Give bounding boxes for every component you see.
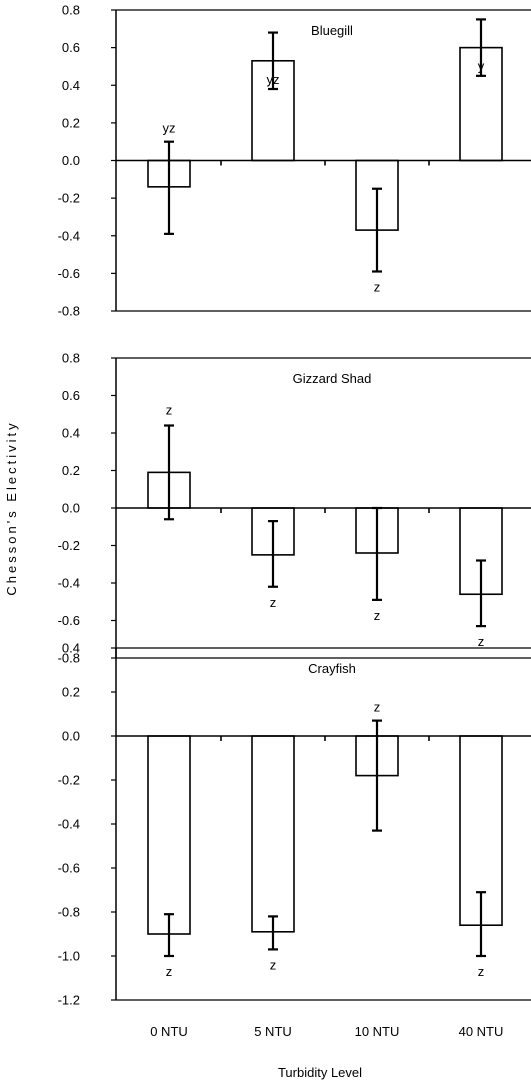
panel-2: 0.8 0.6 0.4 0.2 0.0 -0.2 -0.4 -0.6 -0.8 z z z z Gizza… (58, 351, 531, 666)
panel-title: Crayfish (308, 661, 356, 676)
y-tick-label: -0.4 (58, 817, 80, 832)
y-tick-label: -0.4 (58, 576, 80, 591)
y-tick-label: 0.0 (62, 729, 80, 744)
significance-label: yz (163, 121, 176, 136)
x-category-label: 40 NTU (459, 1024, 504, 1039)
y-tick-label: 0.8 (62, 351, 80, 366)
panel-3: 0.4 0.2 0.0 -0.2 -0.4 -0.6 -0.8 -1.0 -1.2 z z z z Cra… (58, 641, 531, 1008)
significance-label: z (270, 595, 277, 610)
significance-label: z (166, 403, 173, 418)
y-tick-label: -0.6 (58, 266, 80, 281)
x-category-label: 0 NTU (150, 1024, 188, 1039)
significance-label: y (478, 59, 485, 74)
x-category-label: 10 NTU (355, 1024, 400, 1039)
y-tick-label: 0.6 (62, 388, 80, 403)
x-axis-label: Turbidity Level (278, 1065, 362, 1080)
y-tick-label: 0.2 (62, 685, 80, 700)
y-tick-label: 0.4 (62, 78, 80, 93)
panels-layer: 0.8 0.6 0.4 0.2 0.0 -0.2 -0.4 -0.6 -0.8 yz yz z y Blu… (58, 3, 531, 1039)
y-tick-label: -0.6 (58, 613, 80, 628)
panel-title: Gizzard Shad (293, 371, 372, 386)
significance-label: z (478, 964, 485, 979)
y-axis-label: Chesson's Electivity (4, 420, 19, 595)
y-tick-label: -0.2 (58, 773, 80, 788)
y-tick-label: 0.2 (62, 115, 80, 130)
y-tick-label: 0.6 (62, 40, 80, 55)
y-tick-label: -0.8 (58, 905, 80, 920)
y-tick-label: -0.2 (58, 538, 80, 553)
panel-1: 0.8 0.6 0.4 0.2 0.0 -0.2 -0.4 -0.6 -0.8 yz yz z y Blu… (58, 3, 531, 319)
significance-label: yz (267, 72, 280, 87)
y-tick-label: -0.6 (58, 861, 80, 876)
y-tick-label: -1.0 (58, 949, 80, 964)
significance-label: z (270, 957, 277, 972)
y-tick-label: 0.4 (62, 641, 80, 656)
y-tick-label: -1.2 (58, 993, 80, 1008)
bar (147, 735, 191, 935)
significance-label: z (374, 279, 381, 294)
y-tick-label: 0.4 (62, 426, 80, 441)
significance-label: z (374, 608, 381, 623)
y-tick-label: 0.0 (62, 501, 80, 516)
x-category-label: 5 NTU (254, 1024, 292, 1039)
y-tick-label: 0.8 (62, 3, 80, 18)
y-tick-label: -0.4 (58, 228, 80, 243)
y-tick-label: -0.8 (58, 304, 80, 319)
significance-label: z (478, 634, 485, 649)
panel-title: Bluegill (311, 23, 353, 38)
y-tick-label: 0.2 (62, 463, 80, 478)
y-tick-label: 0.0 (62, 153, 80, 168)
significance-label: z (374, 700, 381, 715)
significance-label: z (166, 964, 173, 979)
bar (251, 735, 295, 933)
y-tick-label: -0.8 (58, 651, 80, 666)
y-tick-label: -0.2 (58, 191, 80, 206)
